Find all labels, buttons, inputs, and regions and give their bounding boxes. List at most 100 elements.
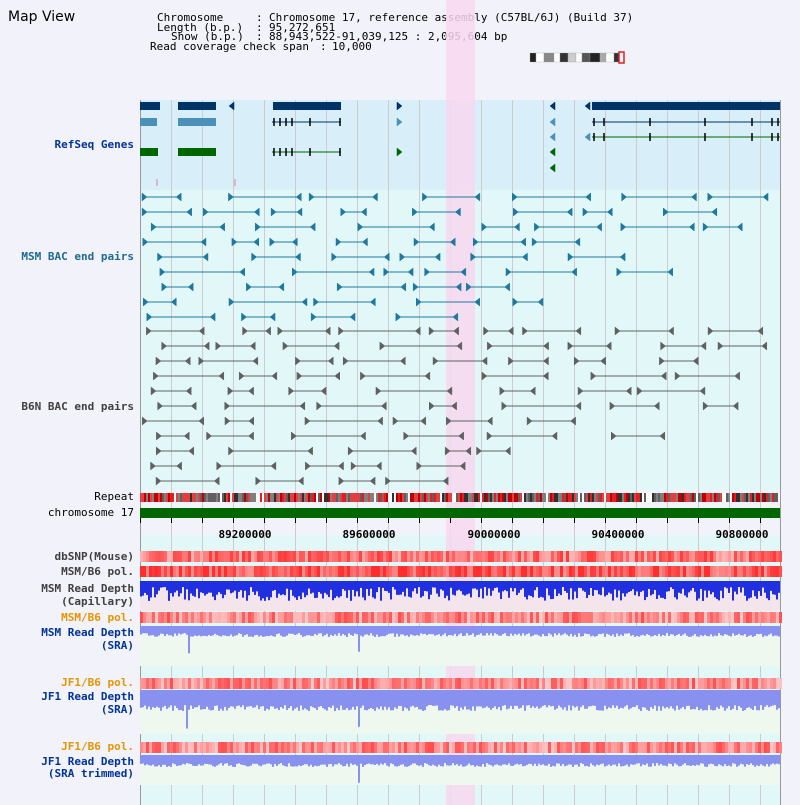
- polymorphism-cell: [206, 612, 209, 623]
- track-label-chromosome[interactable]: chromosome 17: [47, 506, 134, 519]
- msm-pair-end: [585, 192, 591, 202]
- depth-bar: [666, 690, 668, 707]
- polymorphism-cell: [143, 678, 146, 689]
- depth-bar: [438, 755, 440, 765]
- polymorphism-cell: [734, 551, 737, 562]
- polymorphism-cell: [557, 566, 560, 577]
- depth-bar: [498, 626, 500, 636]
- polymorphism-cell: [593, 551, 596, 562]
- track-label-dbsnp[interactable]: dbSNP(Mouse): [54, 550, 134, 563]
- track-label-msm-b6-pol[interactable]: MSM/B6 pol.: [61, 611, 134, 624]
- polymorphism-cell: [698, 678, 701, 689]
- depth-bar: [152, 626, 154, 636]
- depth-bar: [694, 755, 696, 766]
- msm-pair-end: [452, 312, 459, 322]
- depth-bar: [496, 755, 498, 765]
- depth-bar: [390, 690, 392, 711]
- polymorphism-cell: [614, 678, 617, 689]
- gene-arrow: [584, 132, 591, 142]
- polymorphism-cell: [290, 678, 293, 689]
- track-label-msm-bac[interactable]: MSM BAC end pairs: [21, 250, 134, 263]
- depth-bar: [226, 581, 228, 590]
- depth-bar: [594, 626, 596, 637]
- depth-bar: [360, 626, 362, 636]
- polymorphism-cell: [572, 566, 575, 577]
- depth-bar: [454, 690, 456, 708]
- polymorphism-cell: [749, 612, 752, 623]
- depth-bar: [386, 581, 388, 592]
- repeat-segment: [416, 493, 418, 502]
- depth-bar: [640, 690, 642, 711]
- polymorphism-cell: [275, 566, 278, 577]
- polymorphism-cell: [380, 678, 383, 689]
- polymorphism-cell: [218, 742, 221, 753]
- polymorphism-cell: [320, 612, 323, 623]
- highlight-region[interactable]: [446, 0, 475, 805]
- track-label-jf1-b6-pol[interactable]: JF1/B6 pol.: [61, 676, 134, 689]
- polymorphism-cell: [776, 612, 779, 623]
- depth-bar: [776, 581, 778, 600]
- depth-bar: [282, 581, 284, 595]
- polymorphism-cell: [572, 742, 575, 753]
- refseq-genes[interactable]: [140, 101, 780, 186]
- depth-bar: [224, 755, 226, 764]
- depth-bar: [344, 690, 346, 710]
- polymorphism-cell: [617, 612, 620, 623]
- tick-label: 89200000: [219, 528, 272, 541]
- depth-bar: [642, 626, 644, 635]
- track-label-refseq[interactable]: RefSeq Genes: [54, 138, 134, 151]
- depth-bar: [248, 690, 250, 707]
- track-label-msm-depth-capillary[interactable]: MSM Read Depth: [41, 582, 134, 595]
- b6n-pair-end: [507, 326, 514, 336]
- track-label-repeat[interactable]: Repeat: [94, 490, 134, 503]
- depth-bar: [514, 755, 516, 765]
- depth-bar: [520, 581, 522, 590]
- polymorphism-cell: [476, 612, 479, 623]
- polymorphism-cell: [332, 742, 335, 753]
- b6n-pair-end: [183, 431, 190, 441]
- polymorphism-cell: [227, 742, 230, 753]
- polymorphism-cell: [347, 566, 350, 577]
- polymorphism-cell: [764, 612, 767, 623]
- track-label-msm-depth-sra[interactable]: MSM Read Depth: [41, 626, 134, 639]
- depth-bar: [648, 626, 650, 635]
- depth-bar: [168, 755, 170, 767]
- polymorphism-cell: [383, 678, 386, 689]
- b6n-pair-end: [248, 431, 254, 441]
- depth-bar: [736, 690, 738, 711]
- depth-bar: [462, 626, 464, 637]
- track-label-b6n-bac[interactable]: B6N BAC end pairs: [21, 400, 134, 413]
- depth-bar: [494, 581, 496, 588]
- polymorphism-cell: [446, 678, 449, 689]
- depth-bar: [424, 581, 426, 591]
- msm-bac-pairs[interactable]: [141, 192, 769, 322]
- depth-bar: [510, 690, 512, 706]
- polymorphism-cell: [569, 551, 572, 562]
- polymorphism-cell: [686, 612, 689, 623]
- msm-pair-end: [571, 267, 577, 277]
- polymorphism-cell: [374, 612, 377, 623]
- repeat-segment: [734, 493, 736, 502]
- depth-bar: [400, 581, 402, 595]
- polymorphism-cell: [515, 742, 518, 753]
- polymorphism-cell: [578, 612, 581, 623]
- depth-bar: [372, 581, 374, 598]
- polymorphism-cell: [719, 612, 722, 623]
- b6n-pair-end: [141, 416, 148, 426]
- polymorphism-cell: [368, 551, 371, 562]
- polymorphism-cell: [173, 566, 176, 577]
- track-label-jf1-depth-sra[interactable]: JF1 Read Depth: [41, 690, 134, 703]
- polymorphism-cell: [626, 566, 629, 577]
- track-label-msm-b6-pol[interactable]: MSM/B6 pol.: [61, 565, 134, 578]
- depth-bar: [732, 581, 734, 601]
- b6n-bac-pairs[interactable]: [141, 326, 768, 486]
- depth-bar: [582, 581, 584, 591]
- depth-bar: [476, 626, 478, 636]
- track-label-jf1-b6-pol[interactable]: JF1/B6 pol.: [61, 740, 134, 753]
- repeat-segment: [492, 493, 494, 502]
- depth-bar: [428, 626, 430, 635]
- polymorphism-cell: [635, 551, 638, 562]
- track-label-jf1-depth-trimmed[interactable]: JF1 Read Depth: [41, 755, 134, 768]
- polymorphism-cell: [566, 742, 569, 753]
